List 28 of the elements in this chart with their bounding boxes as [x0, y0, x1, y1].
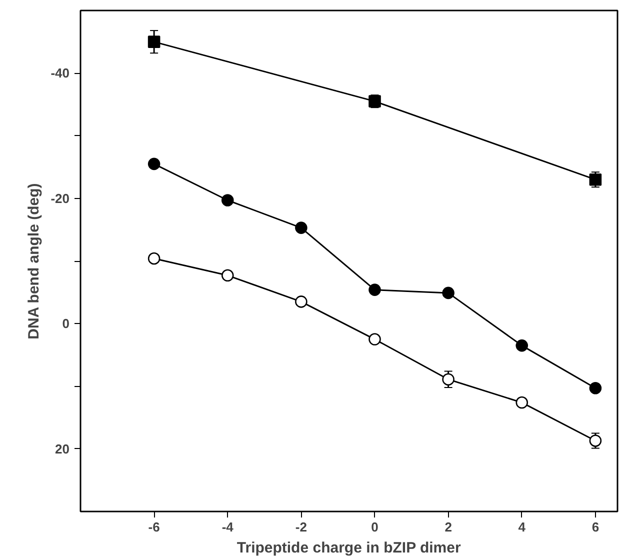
y-axis-title: DNA bend angle (deg) [26, 183, 43, 340]
point [589, 434, 602, 447]
point [221, 194, 234, 206]
y-tick-label: 20 [55, 441, 70, 456]
point [368, 333, 381, 346]
x-tick-label: 2 [444, 520, 452, 534]
point [516, 396, 528, 409]
point [516, 339, 528, 352]
point [221, 269, 234, 282]
point [148, 158, 160, 170]
x-tick-label: -4 [222, 520, 234, 534]
x-tick-label: 6 [592, 520, 600, 534]
point [442, 286, 454, 300]
point [442, 373, 454, 386]
y-tick-label: -40 [50, 66, 70, 81]
x-tick-label: -2 [295, 520, 307, 534]
y-tick-label: -20 [50, 190, 70, 206]
point [295, 222, 308, 234]
point [368, 284, 381, 296]
x-axis-title: Tripeptide charge in bZIP dimer [236, 540, 461, 556]
point [295, 296, 308, 308]
x-tick-label: 0 [371, 520, 378, 534]
point [148, 36, 160, 48]
x-tick-label: -6 [148, 520, 160, 534]
x-tick-label: 4 [518, 520, 526, 534]
point [589, 382, 602, 394]
y-tick-label: 0 [62, 316, 70, 332]
point [148, 252, 160, 265]
